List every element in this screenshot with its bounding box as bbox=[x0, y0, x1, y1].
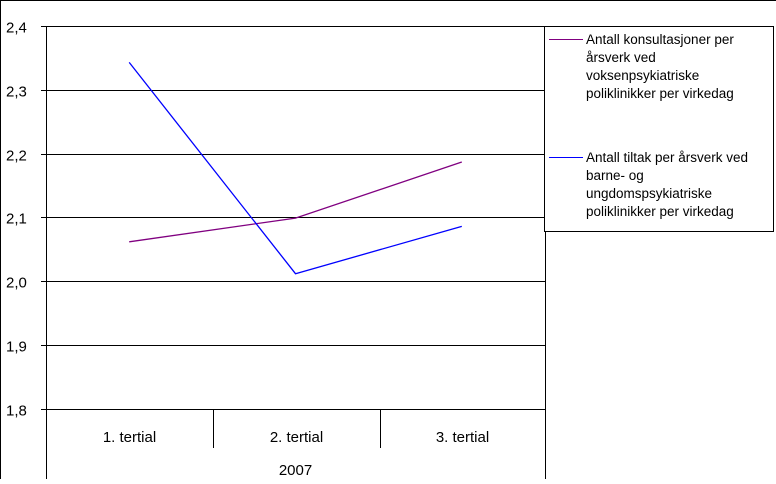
legend-swatch-series-2 bbox=[549, 157, 583, 158]
y-tick-label: 2,3 bbox=[6, 84, 27, 101]
y-tick-label: 2,1 bbox=[6, 211, 27, 228]
x-tick-label: 1. tertial bbox=[103, 429, 156, 446]
y-tick-label: 1,8 bbox=[6, 403, 27, 420]
x-group-label: 2007 bbox=[279, 462, 312, 479]
legend-label-series-2: Antall tiltak per årsverk ved barne- og … bbox=[586, 150, 749, 219]
y-tick-label: 1,9 bbox=[6, 339, 27, 356]
legend-label-series-1: Antall konsultasjoner per årsverk ved vo… bbox=[586, 32, 734, 101]
series-line-1 bbox=[129, 161, 463, 243]
legend-swatch-series-1 bbox=[549, 39, 583, 40]
y-tick-label: 2,2 bbox=[6, 148, 27, 165]
y-tick-label: 2,4 bbox=[6, 20, 27, 37]
x-tick-label: 2. tertial bbox=[270, 429, 323, 446]
y-tick-label: 2,0 bbox=[6, 275, 27, 292]
legend: Antall konsultasjoner per årsverk ved vo… bbox=[544, 26, 774, 232]
x-tick-label: 3. tertial bbox=[436, 429, 489, 446]
series-line-2 bbox=[128, 61, 462, 275]
